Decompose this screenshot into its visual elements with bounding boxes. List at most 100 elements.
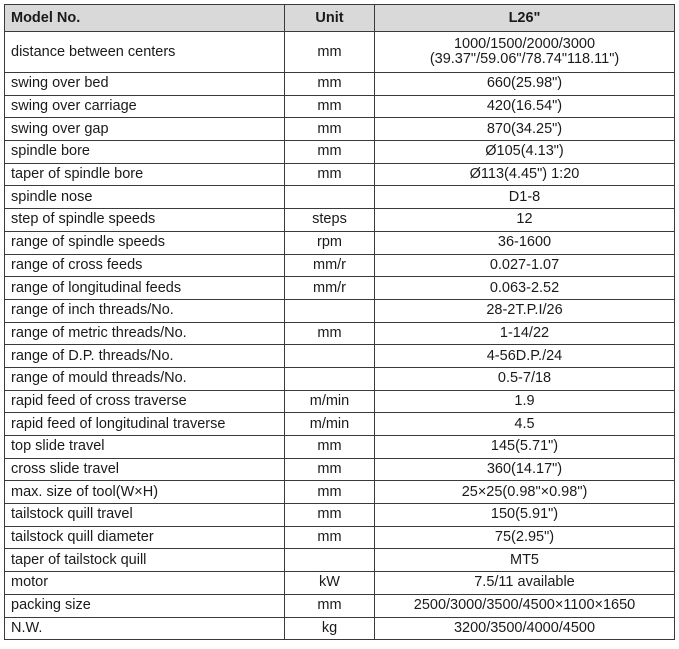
spec-name: swing over bed — [4, 72, 285, 96]
spec-unit: steps — [284, 208, 375, 232]
table-row: range of spindle speeds rpm 36-1600 — [4, 230, 675, 255]
spec-unit: kg — [284, 616, 375, 641]
spec-name: packing size — [4, 593, 285, 618]
table-row: rapid feed of longitudinal traverse m/min… — [4, 412, 675, 436]
spec-unit: mm — [284, 31, 375, 73]
spec-value-line2: (39.37"/59.06"/78.74"118.11") — [429, 51, 620, 67]
spec-value: Ø105(4.13") — [374, 140, 675, 164]
spec-name: range of longitudinal feeds — [4, 276, 285, 300]
spec-unit: mm — [284, 435, 375, 459]
spec-unit: rpm — [284, 230, 375, 255]
spec-unit: kW — [284, 571, 375, 595]
spec-value: 0.5-7/18 — [374, 366, 675, 391]
table-row: range of D.P. threads/No. 4-56D.P./24 — [4, 344, 675, 368]
table-row: range of metric threads/No. mm 1-14/22 — [4, 321, 675, 346]
spec-value: 28-2T.P.I/26 — [374, 298, 675, 323]
spec-name: range of spindle speeds — [4, 230, 285, 255]
table-row: packing size mm 2500/3000/3500/4500×1100×1… — [4, 593, 675, 618]
table-row: swing over gap mm 870(34.25") — [4, 117, 675, 142]
spec-unit — [284, 344, 375, 368]
header-model-no: Model No. — [4, 4, 285, 32]
spec-unit — [284, 548, 375, 573]
spec-unit: mm — [284, 593, 375, 618]
spec-unit: mm — [284, 503, 375, 527]
spec-value: 1.9 — [374, 389, 675, 414]
table-row: swing over carriage mm 420(16.54") — [4, 94, 675, 119]
table-row: max. size of tool(W×H) mm 25×25(0.98"×0.98… — [4, 480, 675, 505]
table-row: tailstock quill travel mm 150(5.91") — [4, 503, 675, 527]
header-model-value: L26" — [374, 4, 675, 32]
spec-value: MT5 — [374, 548, 675, 573]
spec-unit: mm — [284, 140, 375, 164]
spec-name: rapid feed of longitudinal traverse — [4, 412, 285, 436]
spec-unit: mm/r — [284, 253, 375, 278]
spec-name: range of D.P. threads/No. — [4, 344, 285, 368]
table-row: range of cross feeds mm/r 0.027-1.07 — [4, 253, 675, 278]
spec-value: Ø113(4.45") 1:20 — [374, 162, 675, 187]
spec-value: 36-1600 — [374, 230, 675, 255]
spec-value: 12 — [374, 208, 675, 232]
spec-name: distance between centers — [4, 31, 285, 73]
spec-value: 660(25.98") — [374, 72, 675, 96]
spec-unit: mm — [284, 321, 375, 346]
spec-unit: mm — [284, 457, 375, 482]
spec-value: 420(16.54") — [374, 94, 675, 119]
spec-name: cross slide travel — [4, 457, 285, 482]
spec-value: D1-8 — [374, 185, 675, 210]
spec-value: 870(34.25") — [374, 117, 675, 142]
spec-unit: mm — [284, 480, 375, 505]
spec-name: spindle nose — [4, 185, 285, 210]
spec-unit — [284, 185, 375, 210]
spec-value: 4-56D.P./24 — [374, 344, 675, 368]
spec-name: range of inch threads/No. — [4, 298, 285, 323]
spec-value: 150(5.91") — [374, 503, 675, 527]
table-row: range of mould threads/No. 0.5-7/18 — [4, 366, 675, 391]
table-row: range of longitudinal feeds mm/r 0.063-2.5… — [4, 276, 675, 300]
spec-name: swing over carriage — [4, 94, 285, 119]
spec-name: rapid feed of cross traverse — [4, 389, 285, 414]
table-row: spindle bore mm Ø105(4.13") — [4, 140, 675, 164]
spec-unit: mm — [284, 525, 375, 550]
spec-value: 2500/3000/3500/4500×1100×1650 — [374, 593, 675, 618]
spec-name: taper of spindle bore — [4, 162, 285, 187]
spec-value: 360(14.17") — [374, 457, 675, 482]
spec-value: 0.027-1.07 — [374, 253, 675, 278]
table-row: taper of spindle bore mm Ø113(4.45") 1:20 — [4, 162, 675, 187]
table-row: cross slide travel mm 360(14.17") — [4, 457, 675, 482]
spec-unit: mm — [284, 117, 375, 142]
spec-unit: m/min — [284, 412, 375, 436]
spec-name: top slide travel — [4, 435, 285, 459]
spec-name: spindle bore — [4, 140, 285, 164]
spec-table: Model No. Unit L26" distance between cen… — [4, 4, 675, 641]
spec-name: max. size of tool(W×H) — [4, 480, 285, 505]
spec-value: 25×25(0.98"×0.98") — [374, 480, 675, 505]
table-row: rapid feed of cross traverse m/min 1.9 — [4, 389, 675, 414]
spec-value: 4.5 — [374, 412, 675, 436]
spec-name: tailstock quill travel — [4, 503, 285, 527]
header-row: Model No. Unit L26" — [4, 4, 675, 32]
header-unit: Unit — [284, 4, 375, 32]
spec-name: range of cross feeds — [4, 253, 285, 278]
table-row: motor kW 7.5/11 available — [4, 571, 675, 595]
spec-unit: mm/r — [284, 276, 375, 300]
spec-value: 3200/3500/4000/4500 — [374, 616, 675, 641]
table-row: top slide travel mm 145(5.71") — [4, 435, 675, 459]
spec-unit: mm — [284, 162, 375, 187]
spec-value: 0.063-2.52 — [374, 276, 675, 300]
table-row: distance between centers mm 1000/1500/20… — [4, 31, 675, 73]
spec-name: step of spindle speeds — [4, 208, 285, 232]
spec-value: 145(5.71") — [374, 435, 675, 459]
spec-name: range of mould threads/No. — [4, 366, 285, 391]
spec-value: 7.5/11 available — [374, 571, 675, 595]
spec-name: swing over gap — [4, 117, 285, 142]
spec-name: range of metric threads/No. — [4, 321, 285, 346]
spec-name: taper of tailstock quill — [4, 548, 285, 573]
spec-value-line1: 1000/1500/2000/3000 — [453, 36, 596, 52]
spec-name: tailstock quill diameter — [4, 525, 285, 550]
spec-name: N.W. — [4, 616, 285, 641]
table-row: swing over bed mm 660(25.98") — [4, 72, 675, 96]
table-row: N.W. kg 3200/3500/4000/4500 — [4, 616, 675, 641]
table-row: step of spindle speeds steps 12 — [4, 208, 675, 232]
table-row: tailstock quill diameter mm 75(2.95") — [4, 525, 675, 550]
spec-unit: mm — [284, 94, 375, 119]
